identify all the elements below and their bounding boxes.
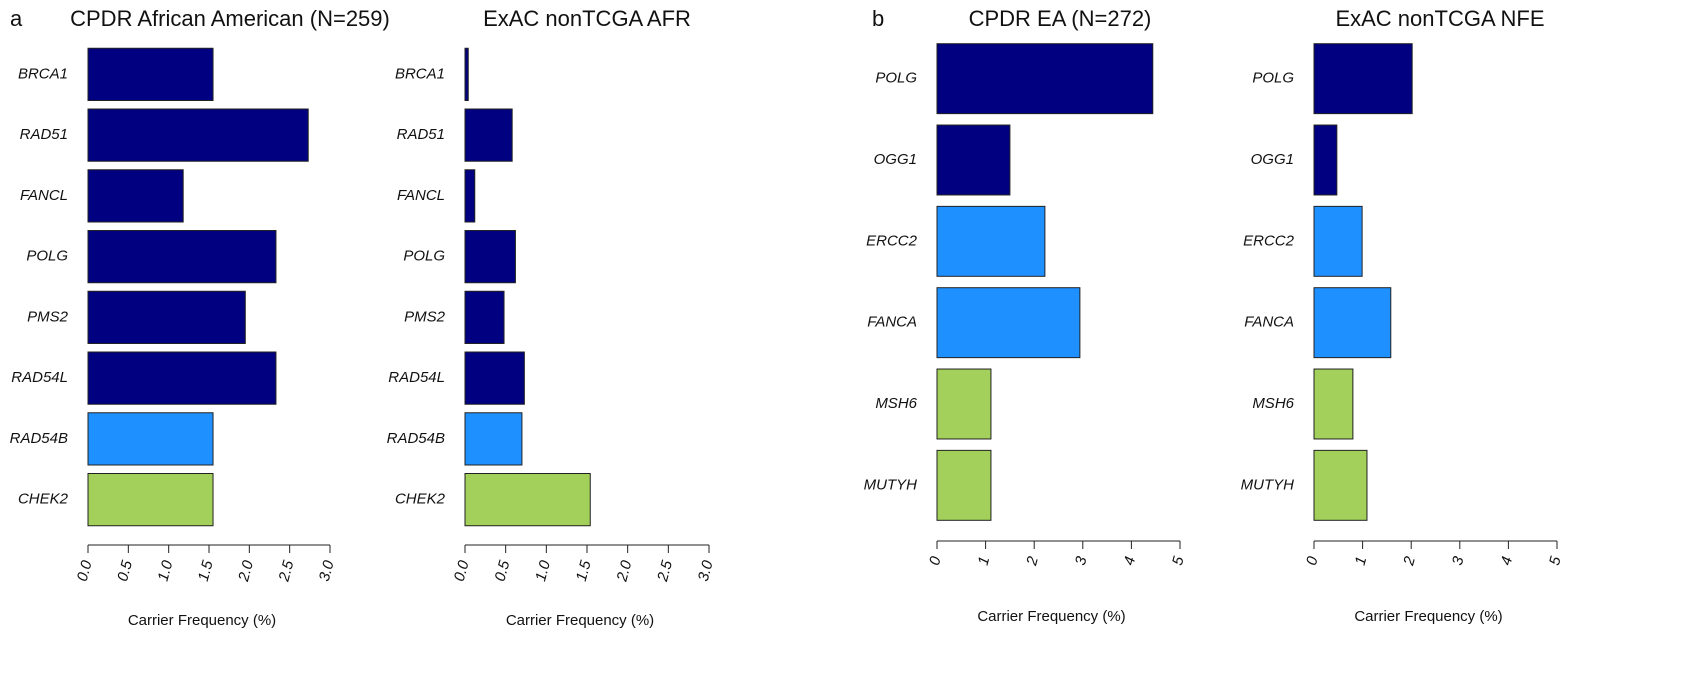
category-label: RAD51 bbox=[397, 126, 445, 143]
bar bbox=[464, 290, 505, 344]
category-label: POLG bbox=[26, 248, 68, 265]
x-axis-label: Carrier Frequency (%) bbox=[1354, 608, 1502, 625]
category-label: RAD54B bbox=[10, 430, 68, 447]
category-label: OGG1 bbox=[1251, 151, 1294, 168]
bar bbox=[1313, 368, 1354, 440]
bar bbox=[936, 449, 992, 521]
x-tick-label: 2.0 bbox=[235, 558, 257, 584]
x-tick-label: 4 bbox=[1121, 555, 1140, 567]
x-tick-label: 2.0 bbox=[613, 558, 635, 584]
x-tick-label: 0 bbox=[926, 554, 945, 567]
bar bbox=[464, 351, 525, 405]
chart-title: CPDR African American (N=259) bbox=[70, 6, 390, 31]
category-label: OGG1 bbox=[874, 151, 917, 168]
category-label: CHEK2 bbox=[395, 491, 446, 508]
bar bbox=[87, 473, 214, 527]
x-tick-label: 2.5 bbox=[654, 558, 676, 584]
x-tick-label: 2.5 bbox=[275, 558, 297, 584]
category-label: FANCL bbox=[20, 187, 68, 204]
x-tick-label: 0.0 bbox=[74, 558, 96, 583]
chart-title: ExAC nonTCGA AFR bbox=[483, 6, 691, 31]
bar bbox=[1313, 449, 1368, 521]
category-label: BRCA1 bbox=[395, 65, 445, 82]
bar bbox=[464, 108, 513, 162]
bar bbox=[936, 287, 1081, 359]
category-label: MSH6 bbox=[1252, 395, 1294, 412]
bar bbox=[464, 169, 476, 223]
x-tick-label: 3 bbox=[1449, 554, 1468, 567]
x-tick-label: 1.0 bbox=[532, 558, 554, 583]
x-tick-label: 1 bbox=[975, 555, 994, 567]
category-label: POLG bbox=[875, 70, 917, 87]
bar bbox=[464, 230, 516, 284]
category-label: FANCA bbox=[867, 314, 917, 331]
category-label: MSH6 bbox=[875, 395, 917, 412]
bar bbox=[936, 205, 1046, 277]
bar bbox=[87, 108, 309, 162]
x-axis-label: Carrier Frequency (%) bbox=[128, 612, 276, 629]
x-axis-label: Carrier Frequency (%) bbox=[506, 612, 654, 629]
category-label: RAD54L bbox=[11, 369, 68, 386]
bar bbox=[1313, 205, 1363, 277]
bar bbox=[936, 368, 992, 440]
category-label: RAD51 bbox=[20, 126, 68, 143]
x-tick-label: 2 bbox=[1400, 554, 1419, 568]
category-label: RAD54L bbox=[388, 369, 445, 386]
x-tick-label: 3.0 bbox=[695, 558, 717, 583]
x-tick-label: 0 bbox=[1303, 554, 1322, 567]
x-tick-label: 1.5 bbox=[195, 558, 217, 583]
chart-title: ExAC nonTCGA NFE bbox=[1335, 6, 1544, 31]
x-tick-label: 4 bbox=[1498, 555, 1517, 567]
x-tick-label: 0.5 bbox=[492, 558, 514, 583]
bar bbox=[936, 43, 1154, 115]
bar bbox=[464, 473, 591, 527]
panel-label: b bbox=[872, 6, 884, 31]
category-label: FANCL bbox=[397, 187, 445, 204]
bar bbox=[87, 412, 214, 466]
x-tick-label: 1.5 bbox=[573, 558, 595, 583]
x-tick-label: 1.0 bbox=[155, 558, 177, 583]
category-label: BRCA1 bbox=[18, 65, 68, 82]
category-label: PMS2 bbox=[27, 308, 69, 325]
category-label: FANCA bbox=[1244, 314, 1294, 331]
bar bbox=[87, 290, 246, 344]
x-tick-label: 0.0 bbox=[451, 558, 473, 583]
bar bbox=[1313, 124, 1338, 196]
category-label: POLG bbox=[1252, 70, 1294, 87]
bar bbox=[87, 47, 214, 101]
x-tick-label: 5 bbox=[1546, 554, 1565, 567]
bar bbox=[1313, 43, 1413, 115]
x-tick-label: 0.5 bbox=[114, 558, 136, 583]
category-label: PMS2 bbox=[404, 308, 446, 325]
category-label: ERCC2 bbox=[1243, 232, 1295, 249]
x-tick-label: 1 bbox=[1352, 555, 1371, 567]
panel-label: a bbox=[10, 6, 23, 31]
bar bbox=[464, 412, 523, 466]
category-label: RAD54B bbox=[387, 430, 445, 447]
bar bbox=[87, 351, 277, 405]
x-tick-label: 5 bbox=[1169, 554, 1188, 567]
x-tick-label: 2 bbox=[1023, 554, 1042, 568]
category-label: MUTYH bbox=[864, 476, 917, 493]
x-tick-label: 3 bbox=[1072, 554, 1091, 567]
category-label: CHEK2 bbox=[18, 491, 69, 508]
bar bbox=[464, 47, 469, 101]
chart-title: CPDR EA (N=272) bbox=[969, 6, 1152, 31]
bar bbox=[87, 169, 184, 223]
bar bbox=[936, 124, 1011, 196]
category-label: MUTYH bbox=[1241, 476, 1294, 493]
bar bbox=[1313, 287, 1392, 359]
x-tick-label: 3.0 bbox=[316, 558, 338, 583]
category-label: ERCC2 bbox=[866, 232, 918, 249]
x-axis-label: Carrier Frequency (%) bbox=[977, 608, 1125, 625]
category-label: POLG bbox=[403, 248, 445, 265]
bar bbox=[87, 230, 277, 284]
